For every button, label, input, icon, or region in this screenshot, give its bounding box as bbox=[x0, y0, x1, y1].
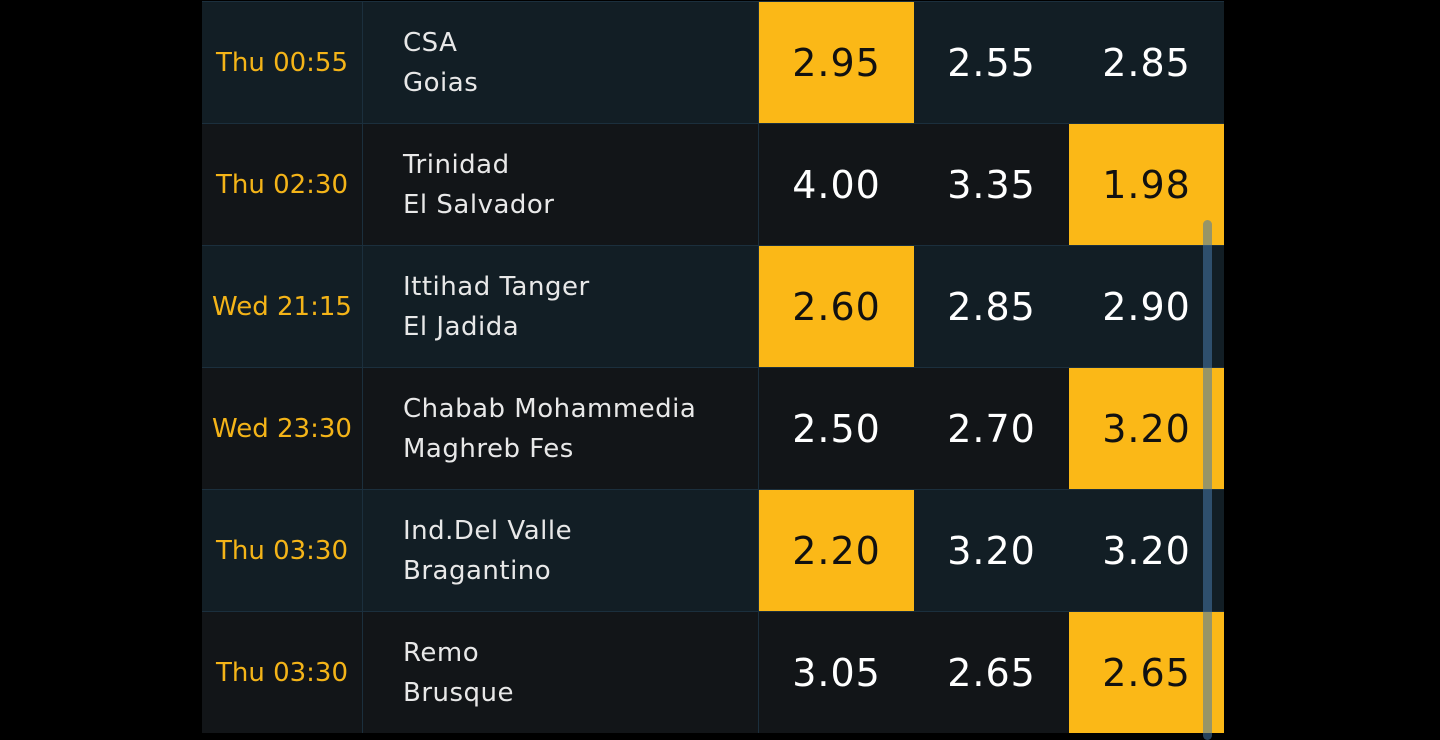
odds-button-draw[interactable]: 3.20 bbox=[947, 528, 1036, 573]
match-row[interactable]: Thu 00:55 CSA Goias 2.95 2.55 2.85 bbox=[202, 1, 1224, 123]
home-team: CSA bbox=[403, 27, 458, 58]
odds-button-home[interactable]: 2.95 bbox=[759, 2, 914, 123]
home-team: Chabab Mohammedia bbox=[403, 393, 697, 424]
odds-button-home[interactable]: 2.20 bbox=[759, 490, 914, 611]
scrollbar[interactable] bbox=[1203, 220, 1212, 740]
match-time: Thu 03:30 bbox=[202, 612, 363, 733]
home-team: Ind.Del Valle bbox=[403, 515, 573, 546]
odds-button-home[interactable]: 2.50 bbox=[792, 406, 881, 451]
match-teams[interactable]: CSA Goias bbox=[363, 2, 759, 123]
away-team: Goias bbox=[403, 67, 479, 98]
match-teams[interactable]: Ittihad Tanger El Jadida bbox=[363, 246, 759, 367]
odds-button-home[interactable]: 2.60 bbox=[759, 246, 914, 367]
match-row[interactable]: Wed 21:15 Ittihad Tanger El Jadida 2.60 2.… bbox=[202, 245, 1224, 367]
match-time: Thu 02:30 bbox=[202, 124, 363, 245]
odds-button-away[interactable]: 2.65 bbox=[1069, 612, 1224, 733]
odds-button-home[interactable]: 3.05 bbox=[792, 650, 881, 695]
home-team: Remo bbox=[403, 637, 480, 668]
match-teams[interactable]: Trinidad El Salvador bbox=[363, 124, 759, 245]
odds-button-draw[interactable]: 2.55 bbox=[947, 40, 1036, 85]
odds-button-away[interactable]: 1.98 bbox=[1069, 124, 1224, 245]
match-time: Wed 21:15 bbox=[202, 246, 363, 367]
match-row[interactable]: Wed 23:30 Chabab Mohammedia Maghreb Fes 2… bbox=[202, 367, 1224, 489]
home-team: Trinidad bbox=[403, 149, 510, 180]
odds-button-draw[interactable]: 2.70 bbox=[947, 406, 1036, 451]
home-team: Ittihad Tanger bbox=[403, 271, 590, 302]
odds-button-draw[interactable]: 2.85 bbox=[947, 284, 1036, 329]
match-teams[interactable]: Remo Brusque bbox=[363, 612, 759, 733]
odds-button-away[interactable]: 3.20 bbox=[1102, 528, 1191, 573]
away-team: El Jadida bbox=[403, 311, 520, 342]
odds-button-draw[interactable]: 2.65 bbox=[947, 650, 1036, 695]
match-time: Thu 03:30 bbox=[202, 490, 363, 611]
match-time: Thu 00:55 bbox=[202, 2, 363, 123]
odds-button-away[interactable]: 3.20 bbox=[1069, 368, 1224, 489]
match-time: Wed 23:30 bbox=[202, 368, 363, 489]
odds-button-draw[interactable]: 3.35 bbox=[947, 162, 1036, 207]
away-team: Bragantino bbox=[403, 555, 552, 586]
away-team: El Salvador bbox=[403, 189, 555, 220]
match-teams[interactable]: Chabab Mohammedia Maghreb Fes bbox=[363, 368, 759, 489]
odds-button-away[interactable]: 2.90 bbox=[1102, 284, 1191, 329]
away-team: Brusque bbox=[403, 677, 515, 708]
match-row[interactable]: Thu 03:30 Remo Brusque 3.05 2.65 2.65 bbox=[202, 611, 1224, 733]
odds-button-away[interactable]: 2.85 bbox=[1102, 40, 1191, 85]
match-row[interactable]: Thu 02:30 Trinidad El Salvador 4.00 3.35 1.… bbox=[202, 123, 1224, 245]
matches-table: Thu 00:55 CSA Goias 2.95 2.55 2.85 Thu 02:30… bbox=[202, 1, 1224, 733]
away-team: Maghreb Fes bbox=[403, 433, 574, 464]
match-row[interactable]: Thu 03:30 Ind.Del Valle Bragantino 2.20 3.… bbox=[202, 489, 1224, 611]
odds-button-home[interactable]: 4.00 bbox=[792, 162, 881, 207]
match-teams[interactable]: Ind.Del Valle Bragantino bbox=[363, 490, 759, 611]
